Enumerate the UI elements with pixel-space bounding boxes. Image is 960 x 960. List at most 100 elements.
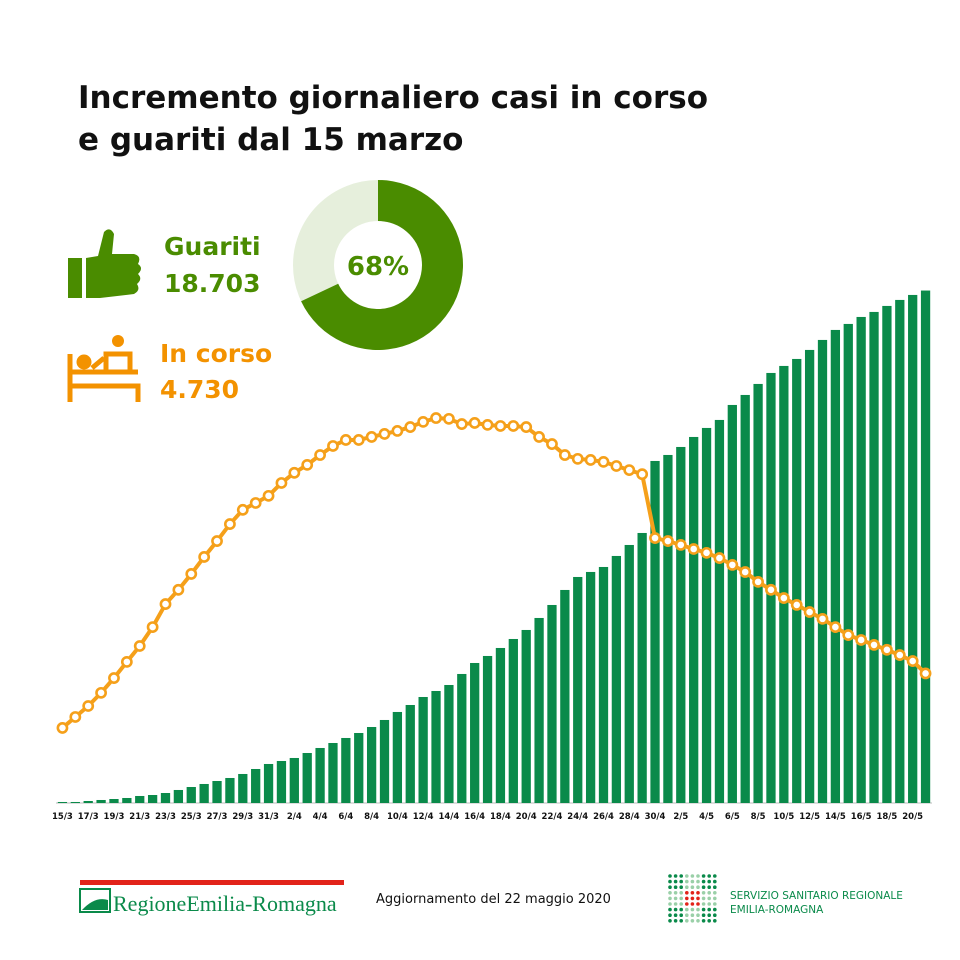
logo-dot	[713, 896, 717, 901]
logo-dot	[707, 874, 711, 878]
x-tick-label: 8/5	[751, 812, 766, 822]
line-point	[455, 418, 468, 430]
bar	[186, 786, 196, 803]
logo-dot	[690, 896, 695, 901]
bar	[714, 419, 725, 803]
x-tick-label: 31/3	[258, 812, 279, 822]
logo-dot	[713, 919, 717, 923]
logo-dot	[690, 885, 695, 889]
x-tick-label: 14/4	[438, 812, 459, 822]
line-point	[842, 629, 855, 641]
line-point	[120, 655, 133, 668]
line-point	[816, 612, 829, 625]
line-point	[275, 477, 288, 489]
bar	[431, 690, 441, 803]
line-point	[224, 518, 236, 530]
line-point	[391, 425, 404, 437]
line-point	[365, 431, 378, 443]
bar	[753, 383, 763, 803]
line-point	[108, 672, 120, 684]
logo-dot	[685, 874, 689, 878]
logo-dot	[685, 896, 689, 901]
line-point	[803, 606, 816, 618]
x-tick-label: 12/5	[799, 812, 820, 822]
bar	[920, 290, 931, 803]
logo-dot	[696, 907, 700, 912]
line-point	[288, 466, 301, 479]
logo-dot	[668, 879, 672, 884]
line-point	[481, 418, 494, 431]
x-tick-label: 4/4	[313, 812, 328, 822]
logo-dot	[668, 919, 672, 923]
line-point	[404, 421, 417, 433]
bar	[663, 454, 673, 803]
logo-dot	[713, 885, 717, 889]
bar	[895, 299, 905, 803]
line-point	[443, 412, 455, 425]
logo-dot	[679, 913, 683, 917]
x-tick-label: 16/5	[851, 812, 872, 822]
x-tick-label: 10/5	[773, 812, 794, 822]
x-tick-label: 30/4	[645, 812, 666, 822]
x-tick-label: 25/3	[181, 812, 202, 822]
line-point	[211, 535, 223, 547]
bar	[444, 684, 454, 803]
logo-dot	[696, 902, 700, 906]
bar	[830, 329, 841, 803]
bar	[341, 737, 351, 803]
bar	[83, 800, 93, 803]
line-point	[790, 598, 803, 611]
line-point	[314, 449, 326, 461]
bar	[405, 704, 415, 803]
bar	[354, 732, 364, 803]
x-tick-label: 18/5	[876, 812, 897, 822]
logo-dot	[713, 874, 717, 878]
logo-dot	[668, 885, 672, 889]
bar	[470, 662, 480, 803]
bar	[727, 404, 737, 803]
bar	[534, 617, 544, 803]
bar	[882, 305, 892, 803]
logo-dot	[690, 902, 695, 906]
line-point	[597, 455, 610, 468]
bar	[843, 323, 853, 803]
logo-dot	[690, 874, 695, 878]
bar	[650, 460, 660, 803]
title-line: e guariti dal 15 marzo	[78, 122, 463, 158]
line-point	[752, 575, 764, 588]
logo-dot	[679, 896, 683, 901]
line-point	[339, 434, 352, 446]
logo-dot	[713, 907, 717, 912]
line-point	[185, 568, 198, 580]
bar	[817, 339, 828, 803]
bar	[199, 783, 209, 803]
logo-text: RegioneEmilia-Romagna	[113, 891, 337, 916]
line-point	[546, 438, 558, 450]
logo-dot	[679, 885, 683, 889]
donut-segment	[301, 180, 463, 350]
logo-dot	[679, 919, 683, 923]
logo-dot	[685, 879, 689, 884]
logo-dot	[685, 913, 689, 917]
line-point	[636, 468, 649, 481]
logo-dot	[713, 879, 717, 884]
logo-dot	[685, 891, 689, 895]
bar	[508, 638, 518, 803]
bar	[212, 780, 222, 803]
bar	[379, 719, 390, 803]
bar	[856, 316, 866, 803]
x-tick-label: 20/4	[516, 812, 537, 822]
bar	[276, 760, 287, 803]
thumbs-up-icon	[68, 229, 141, 298]
bar	[495, 647, 506, 803]
bar	[792, 358, 802, 803]
logo-dot	[707, 896, 711, 901]
logo-dot	[668, 874, 672, 878]
logo-dot	[696, 919, 700, 923]
logo-dot	[701, 885, 706, 889]
line-point	[713, 552, 726, 564]
logo-dot	[707, 902, 711, 906]
logo-dot	[685, 907, 689, 912]
update-note: Aggiornamento del 22 maggio 2020	[376, 892, 611, 907]
